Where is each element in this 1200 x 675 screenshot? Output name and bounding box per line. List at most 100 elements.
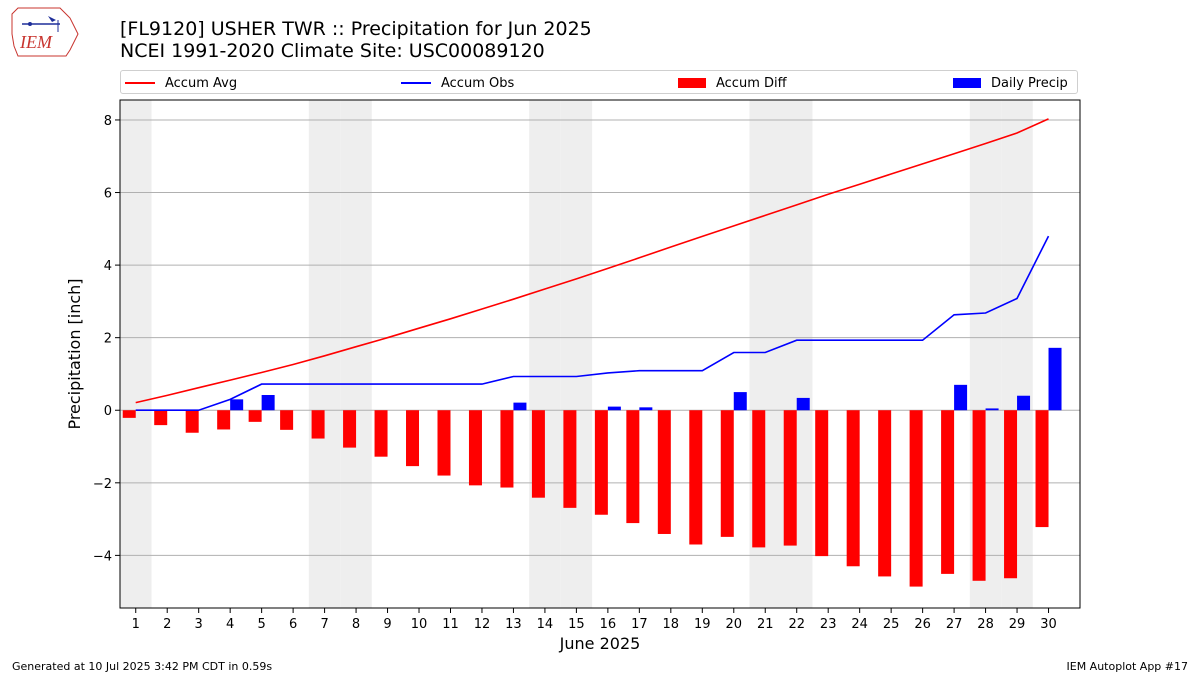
x-tick-label: 27	[946, 617, 963, 632]
accum-diff-bar	[909, 410, 923, 587]
bars	[122, 347, 1062, 587]
daily-precip-bar	[985, 408, 999, 411]
accum-diff-bar	[1035, 410, 1049, 528]
accum-diff-bar	[689, 410, 703, 545]
legend-swatch-accum-diff	[678, 78, 706, 88]
accum-diff-bar	[563, 410, 577, 508]
accum-diff-bar	[752, 410, 766, 548]
x-tick-label: 7	[320, 617, 328, 632]
legend-item-accum-diff: Accum Diff	[678, 74, 787, 92]
weekend-shade-day-1	[120, 100, 152, 608]
daily-precip-bar	[954, 384, 968, 411]
y-tick-label: −4	[93, 549, 112, 564]
iem-logo: IEM	[11, 7, 79, 57]
x-tick-label: 19	[694, 617, 711, 632]
x-axis-label: June 2025	[559, 634, 641, 653]
daily-precip-bar	[607, 406, 621, 411]
x-tick-label: 16	[600, 617, 617, 632]
x-tick-label: 23	[820, 617, 837, 632]
accum-diff-bar	[343, 410, 357, 448]
accum-diff-bar	[783, 410, 797, 546]
accum-diff-bar	[311, 410, 325, 439]
accum-diff-bar	[374, 410, 388, 457]
legend-label-daily-precip: Daily Precip	[991, 75, 1068, 91]
x-tick-label: 6	[289, 617, 297, 632]
accum-diff-bar	[468, 410, 482, 486]
x-tick-label: 17	[631, 617, 648, 632]
legend-swatch-accum-avg	[125, 82, 155, 84]
x-tick-label: 14	[537, 617, 554, 632]
accum-diff-bar	[437, 410, 451, 476]
daily-precip-bar	[513, 402, 527, 411]
daily-precip-bar	[796, 397, 810, 411]
accum-avg-line	[135, 118, 1049, 404]
footer-app: IEM Autoplot App #17	[1066, 660, 1189, 673]
x-tick-label: 8	[352, 617, 360, 632]
weekend-shade-day-14	[529, 100, 561, 608]
chart-subtitle: NCEI 1991-2020 Climate Site: USC00089120	[120, 40, 545, 62]
accum-diff-bar	[248, 410, 262, 422]
x-tick-label: 13	[505, 617, 522, 632]
weekend-shade-day-15	[560, 100, 593, 608]
weekend-shade-day-8	[340, 100, 372, 608]
daily-precip-bar	[1017, 395, 1031, 411]
y-axis-label: Precipitation [inch]	[65, 278, 84, 429]
x-tick-label: 30	[1040, 617, 1057, 632]
x-tick-label: 21	[757, 617, 774, 632]
x-tick-label: 22	[788, 617, 805, 632]
accum-diff-bar	[217, 410, 231, 430]
y-tick-label: 6	[104, 187, 112, 202]
accum-diff-bar	[626, 410, 640, 524]
legend-item-daily-precip: Daily Precip	[953, 74, 1068, 92]
accum-diff-bar	[878, 410, 892, 577]
y-tick-label: 0	[104, 404, 112, 419]
x-tick-label: 9	[383, 617, 391, 632]
legend: Accum Avg Accum Obs Accum Diff Daily Pre…	[120, 70, 1078, 94]
x-tick-label: 18	[663, 617, 680, 632]
x-tick-label: 10	[411, 617, 428, 632]
legend-label-accum-obs: Accum Obs	[441, 75, 515, 91]
accum-diff-bar	[815, 410, 829, 557]
x-tick-label: 11	[442, 617, 459, 632]
accum-diff-bar	[720, 410, 734, 537]
accum-diff-bar	[154, 410, 168, 426]
chart-title: [FL9120] USHER TWR :: Precipitation for …	[120, 18, 592, 40]
footer-generated: Generated at 10 Jul 2025 3:42 PM CDT in …	[12, 660, 273, 673]
x-tick-label: 5	[257, 617, 265, 632]
x-tick-label: 3	[195, 617, 203, 632]
legend-item-accum-obs: Accum Obs	[401, 74, 514, 92]
x-tick-label: 28	[977, 617, 994, 632]
x-tick-label: 4	[226, 617, 234, 632]
daily-precip-bar	[1048, 347, 1062, 411]
daily-precip-bar	[733, 392, 747, 411]
x-tick-label: 1	[132, 617, 140, 632]
accum-diff-bar	[122, 410, 136, 418]
legend-swatch-daily-precip	[953, 78, 981, 88]
daily-precip-bar	[230, 399, 244, 411]
accum-diff-bar	[185, 410, 199, 433]
y-tick-label: −2	[93, 477, 112, 492]
accum-diff-bar	[657, 410, 671, 534]
accum-diff-bar	[531, 410, 545, 498]
legend-label-accum-avg: Accum Avg	[165, 75, 238, 91]
x-tick-label: 2	[163, 617, 171, 632]
accum-diff-bar	[500, 410, 514, 488]
legend-label-accum-diff: Accum Diff	[716, 75, 787, 91]
x-tick-label: 24	[851, 617, 868, 632]
x-tick-label: 26	[914, 617, 931, 632]
x-tick-label: 15	[568, 617, 585, 632]
accum-diff-bar	[406, 410, 420, 467]
weekend-shading	[120, 100, 1033, 608]
weekend-shade-day-7	[308, 100, 341, 608]
y-tick-label: 2	[104, 332, 112, 347]
legend-item-accum-avg: Accum Avg	[125, 74, 237, 92]
legend-swatch-accum-obs	[401, 82, 431, 84]
accum-diff-bar	[280, 410, 294, 430]
y-tick-label: 4	[104, 259, 112, 274]
accum-diff-bar	[1004, 410, 1018, 579]
daily-precip-bar	[639, 407, 653, 411]
accum-diff-bar	[972, 410, 986, 581]
plot-frame	[119, 99, 1081, 609]
lines	[135, 118, 1050, 412]
